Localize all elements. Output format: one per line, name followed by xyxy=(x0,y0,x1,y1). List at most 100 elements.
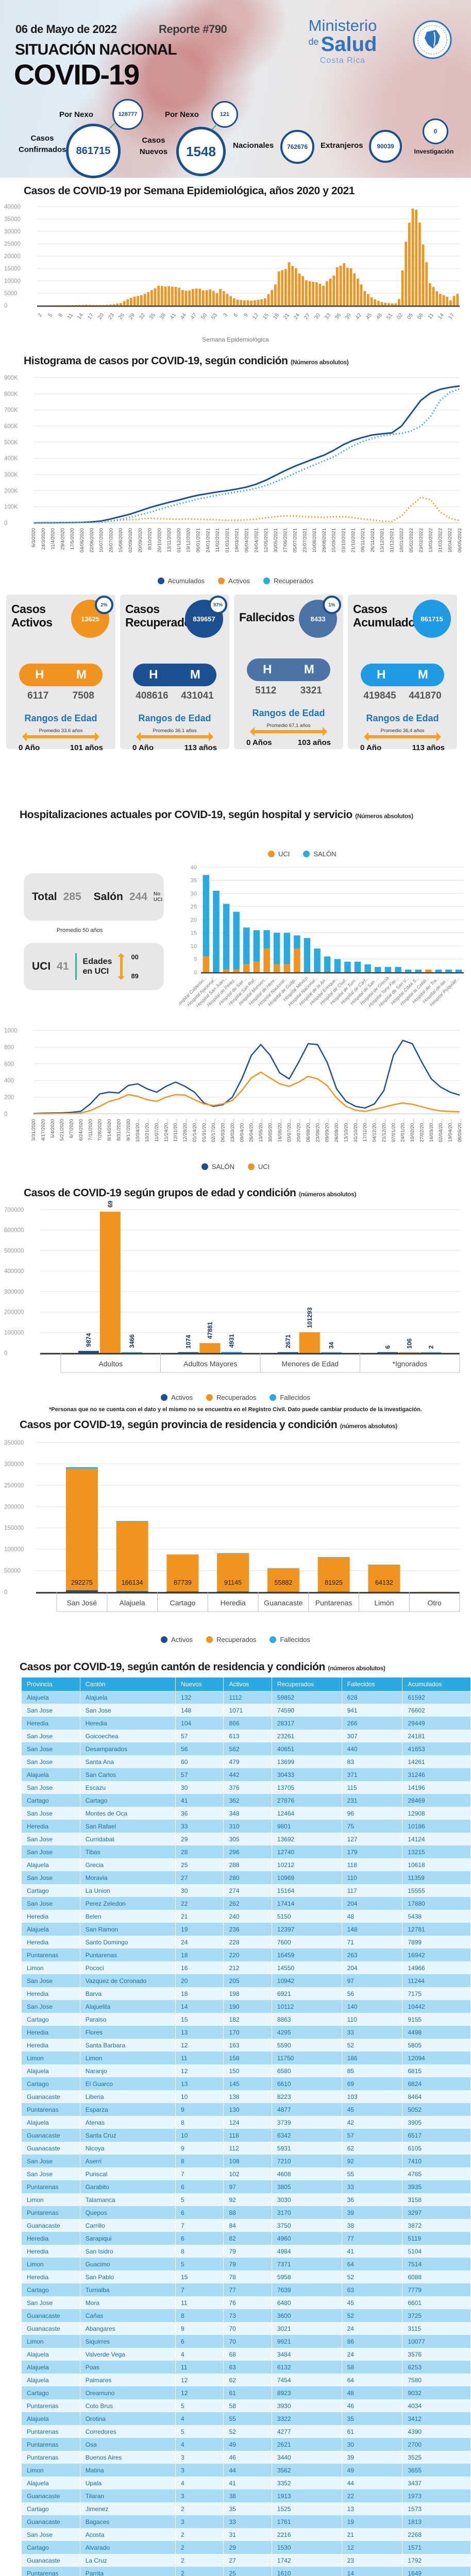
extranjeros-value: 90039 xyxy=(369,130,402,163)
svg-text:28/08/2021: 28/08/2021 xyxy=(322,528,327,553)
table-row: Guanacaste Tilaran 3 38 1913 22 1973 xyxy=(22,2489,471,2502)
table-row: San Jose Montes de Oca 36 348 12464 96 12908 xyxy=(22,1807,471,1820)
table-row: Alajuela San Ramon 19 236 12397 148 12781 xyxy=(22,1923,471,1936)
svg-text:20: 20 xyxy=(97,312,106,321)
col-Cantón: Cantón xyxy=(80,1677,176,1691)
svg-text:26/04/20...: 26/04/20... xyxy=(249,1119,255,1142)
svg-text:14: 14 xyxy=(437,312,446,321)
svg-text:19/03/2021: 19/03/2021 xyxy=(234,528,240,553)
edades-en-uci-label: Edades en UCI xyxy=(82,957,112,976)
svg-text:24/04/2021: 24/04/2021 xyxy=(254,528,259,553)
table-row: Guanacaste La Cruz 2 27 1742 23 1792 xyxy=(22,2554,471,2567)
svg-text:19/04/20...: 19/04/20... xyxy=(448,1119,453,1142)
table-row: San Jose Moravia 27 280 10969 110 11359 xyxy=(22,1871,471,1884)
recuperados-m-value: 431041 xyxy=(181,690,214,701)
hospital-bar-chart: 0 5 10 15 20 25 30 35 40 Hospital Calderón... Hosp… xyxy=(175,858,468,1025)
section-age-groups: Casos de COVID-19 según grupos de edad y… xyxy=(0,1180,471,1413)
svg-text:6/7/2020: 6/7/2020 xyxy=(69,1119,75,1138)
svg-text:03/10/2021: 03/10/2021 xyxy=(341,528,347,553)
svg-text:06/08/20...: 06/08/20... xyxy=(306,1119,311,1142)
svg-text:06/03/20...: 06/03/20... xyxy=(221,1119,226,1142)
age-range-arrow-icon xyxy=(364,732,441,741)
svg-text:11/4/2020: 11/4/2020 xyxy=(51,528,56,550)
table-row: San Jose Escazu 30 376 13705 115 14196 xyxy=(22,1781,471,1794)
svg-text:30: 30 xyxy=(313,312,322,321)
table-row: San Jose Goicoechea 57 613 23261 307 24181 xyxy=(22,1730,471,1742)
table-row: Guanacaste Carrillo 7 84 3750 38 3872 xyxy=(22,2219,471,2232)
svg-text:30000: 30000 xyxy=(4,229,21,235)
divider xyxy=(75,953,77,980)
table-row: Cartago La Union 30 274 15164 117 15555 xyxy=(22,1884,471,1897)
svg-text:600: 600 xyxy=(4,1061,14,1067)
svg-text:87739: 87739 xyxy=(174,1579,192,1586)
svg-text:06/04/2021: 06/04/2021 xyxy=(244,528,250,553)
svg-text:53: 53 xyxy=(210,312,219,321)
svg-text:24/3/2020: 24/3/2020 xyxy=(41,528,46,550)
svg-text:50000: 50000 xyxy=(4,1568,21,1574)
svg-text:10: 10 xyxy=(191,943,197,950)
recuperados-pct-badge: 97% xyxy=(209,596,227,614)
svg-text:200: 200 xyxy=(4,1095,14,1101)
table-row: Guanacaste Nicoya 9 112 5931 62 6105 xyxy=(22,2142,471,2155)
col-Acumulados: Acumulados xyxy=(402,1677,471,1691)
table-row: Guanacaste Cañas 8 73 3600 52 3725 xyxy=(22,2309,471,2322)
table-row: Heredia Flores 13 170 4295 33 4498 xyxy=(22,2026,471,2039)
activos-pct-badge: 2% xyxy=(95,596,113,614)
svg-text:01/12/2020: 01/12/2020 xyxy=(176,528,182,553)
svg-text:17: 17 xyxy=(87,312,95,321)
svg-text:0: 0 xyxy=(194,970,197,976)
svg-text:32: 32 xyxy=(138,312,147,321)
svg-text:15: 15 xyxy=(191,930,197,937)
svg-text:15: 15 xyxy=(262,312,271,321)
svg-text:350000: 350000 xyxy=(4,1440,24,1446)
svg-text:12/05/2021: 12/05/2021 xyxy=(263,528,269,553)
svg-text:15/08/2020: 15/08/2020 xyxy=(118,528,124,553)
recuperados-h-value: 408616 xyxy=(136,690,169,701)
svg-text:292275: 292275 xyxy=(71,1579,93,1586)
canton-table-title: Casos por COVID-19, según cantón de resi… xyxy=(20,1661,385,1673)
casos-nuevos-value: 1548 xyxy=(176,127,226,176)
table-row: Guanacaste Abangares 9 70 3021 24 3115 xyxy=(22,2322,471,2335)
svg-text:Adultos: Adultos xyxy=(98,1360,123,1368)
svg-text:02/17/20...: 02/17/20... xyxy=(211,1119,216,1142)
svg-text:5: 5 xyxy=(194,957,197,963)
weekly-x-axis-label: Semana Epidemiológica xyxy=(202,336,269,343)
svg-text:11/02/2021: 11/02/2021 xyxy=(215,528,221,552)
table-row: Puntarenas Coto Brus 5 58 3930 46 4034 xyxy=(22,2399,471,2412)
svg-text:8/31/2020: 8/31/2020 xyxy=(116,1119,122,1141)
table-row: San Jose Puriscal 7 102 4608 55 4765 xyxy=(22,2167,471,2180)
svg-text:47881: 47881 xyxy=(206,1321,213,1339)
svg-text:22/06/2020: 22/06/2020 xyxy=(89,528,95,553)
svg-text:04/06/2020: 04/06/2020 xyxy=(79,528,85,553)
svg-text:13/12/2021: 13/12/2021 xyxy=(380,528,385,553)
svg-text:17/11/20...: 17/11/20... xyxy=(362,1119,368,1142)
svg-text:Menores de Edad: Menores de Edad xyxy=(282,1360,339,1368)
svg-text:2671: 2671 xyxy=(284,1334,292,1348)
svg-text:3/31/2020: 3/31/2020 xyxy=(31,1119,37,1141)
acumulados-m-value: 441870 xyxy=(409,690,442,701)
svg-text:500000: 500000 xyxy=(4,1248,24,1254)
svg-text:12: 12 xyxy=(251,312,260,321)
svg-text:10/08/2021: 10/08/2021 xyxy=(312,528,317,553)
svg-text:31/10/20...: 31/10/20... xyxy=(353,1119,359,1142)
age-grouped-bar-chart: 0 100000 200000 300000 400000 500000 600000 700… xyxy=(0,1187,471,1394)
svg-text:12/11/20...: 12/11/20... xyxy=(173,1119,179,1142)
svg-text:17/5/2020: 17/5/2020 xyxy=(70,528,75,550)
uci-age-max: 89 xyxy=(131,972,139,980)
province-stacked-bar-chart: 0 50000 100000 150000 200000 250000 300000 3500… xyxy=(0,1432,471,1636)
table-row: San Jose Curridabat 29 305 13692 127 14124 xyxy=(22,1833,471,1845)
svg-text:23/03/20...: 23/03/20... xyxy=(230,1119,236,1142)
svg-text:0: 0 xyxy=(4,1350,7,1357)
table-row: San Jose Perez Zeledon 22 262 17414 204 17880 xyxy=(22,1897,471,1910)
svg-text:21/10/2021: 21/10/2021 xyxy=(350,528,356,553)
age-range-arrow-icon xyxy=(22,732,99,741)
table-row: Alajuela Grecia 25 288 10212 118 10618 xyxy=(22,1858,471,1871)
svg-text:14: 14 xyxy=(76,312,85,321)
svg-text:166134: 166134 xyxy=(122,1579,143,1586)
svg-text:13/11/2020: 13/11/2020 xyxy=(166,528,172,552)
table-row: Cartago Oreamuno 12 61 8923 48 9032 xyxy=(22,2386,471,2399)
province-legend: Activos Recuperados Fallecidos xyxy=(0,1636,471,1643)
